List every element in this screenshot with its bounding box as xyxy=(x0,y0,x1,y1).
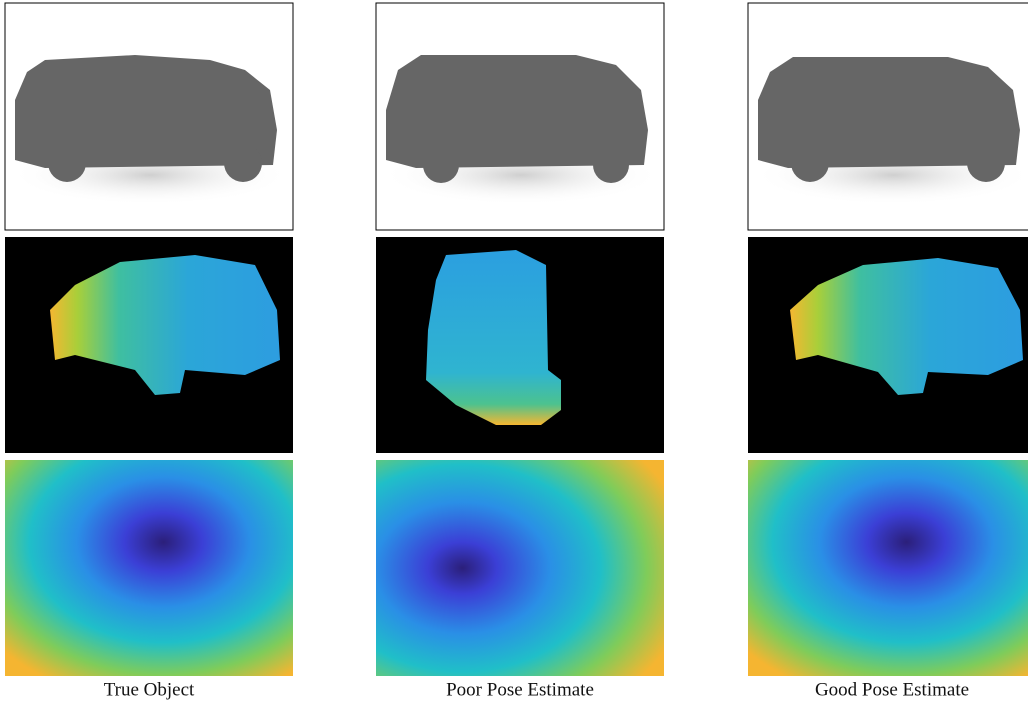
caption: True Object xyxy=(104,679,195,700)
caption: Poor Pose Estimate xyxy=(446,679,594,700)
column xyxy=(376,3,664,676)
wheel xyxy=(48,144,86,182)
distance-panel xyxy=(5,460,293,676)
column xyxy=(748,3,1028,676)
wheel xyxy=(593,147,629,183)
distance-panel xyxy=(748,460,1028,676)
figure: True Object Poor Pose Estimate Good Pose… xyxy=(0,0,1028,707)
column xyxy=(5,3,293,676)
wheel xyxy=(224,144,262,182)
page: True Object Poor Pose Estimate Good Pose… xyxy=(0,0,1028,707)
caption: Good Pose Estimate xyxy=(815,679,969,700)
distance-panel xyxy=(376,460,664,676)
wheel xyxy=(791,144,829,182)
wheel xyxy=(423,147,459,183)
wheel xyxy=(967,144,1005,182)
